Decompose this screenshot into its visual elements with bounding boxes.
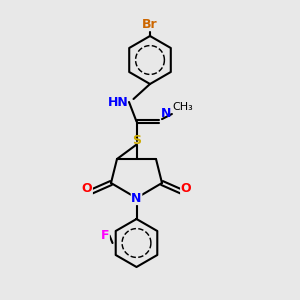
Text: F: F [101, 229, 109, 242]
Text: O: O [82, 182, 92, 196]
Text: O: O [181, 182, 191, 196]
Text: S: S [132, 134, 141, 148]
Text: CH₃: CH₃ [172, 103, 193, 112]
Text: HN: HN [108, 95, 129, 109]
Text: N: N [160, 107, 171, 120]
Text: Br: Br [142, 19, 158, 32]
Text: N: N [131, 191, 142, 205]
